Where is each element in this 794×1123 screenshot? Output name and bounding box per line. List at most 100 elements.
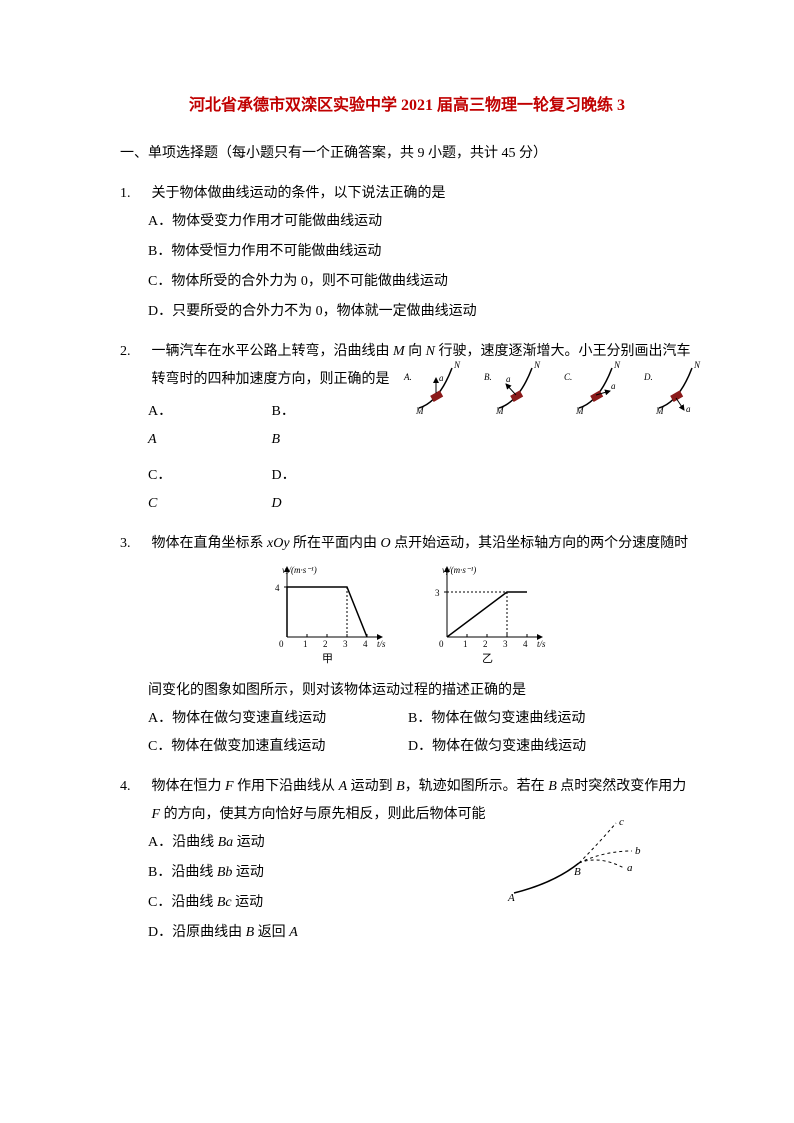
- q4-A: A: [339, 779, 348, 794]
- q2-figB-a: a: [506, 374, 511, 384]
- section-header: 一、单项选择题（每小题只有一个正确答案，共 9 小题，共计 45 分）: [120, 140, 694, 168]
- q3-t2: 所在平面内由: [290, 536, 381, 551]
- q2-figD-N: N: [693, 360, 701, 370]
- q2-figD-M: M: [655, 406, 664, 416]
- q3-opt-c: C．物体在做变加速直线运动: [148, 733, 408, 761]
- q2-b-v: B: [272, 426, 392, 454]
- q3-O: O: [381, 536, 391, 551]
- q3-xoy: xOy: [267, 536, 290, 551]
- q3-right-ylabel: vᵧ/(m·s⁻¹): [442, 565, 476, 575]
- q3-figure: vₓ/(m·s⁻¹) t/s 4 0 1 2 3 4: [120, 562, 694, 673]
- q4-fig-c: c: [619, 816, 624, 828]
- q3-right-x1: 1: [463, 639, 468, 649]
- q4-d2: 返回: [254, 925, 289, 940]
- q4-fig-a: a: [627, 862, 633, 874]
- q3-right-cap: 乙: [482, 652, 493, 665]
- q4-B2: B: [548, 779, 557, 794]
- q4-c1: C．沿曲线: [148, 895, 217, 910]
- q4-t1: 物体在恒力: [152, 779, 226, 794]
- q4-figure: A B a b c: [504, 813, 654, 914]
- q3-opt-d: D．物体在做匀变速曲线运动: [408, 733, 668, 761]
- q4-t6: 的方向，使其方向恰好与原先相反，则此后物体可能: [160, 807, 486, 822]
- q4-F: F: [225, 779, 234, 794]
- q4-Bc: Bc: [217, 895, 232, 910]
- q4-d1: D．沿原曲线由: [148, 925, 246, 940]
- q4-b2: 运动: [232, 865, 264, 880]
- q2-figA-lbl: A.: [403, 372, 412, 382]
- q3-t1: 物体在直角坐标系: [152, 536, 268, 551]
- q4-Ba: Ba: [218, 835, 234, 850]
- q3-text: 物体在直角坐标系 xOy 所在平面内由 O 点开始运动，其沿坐标轴方向的两个分速…: [152, 530, 692, 558]
- q3-num: 3.: [120, 530, 148, 558]
- q3-right-x0: 0: [439, 639, 444, 649]
- q2-t1: 一辆汽车在水平公路上转弯，沿曲线由: [152, 344, 394, 359]
- q4-t2: 作用下沿曲线从: [234, 779, 339, 794]
- q3-opt-a: A．物体在做匀变速直线运动: [148, 705, 408, 733]
- question-2: 2. 一辆汽车在水平公路上转弯，沿曲线由 M 向 N 行驶，速度逐渐增大。小王分…: [120, 338, 694, 518]
- q3-left-x2: 2: [323, 639, 328, 649]
- q3-left-xlabel: t/s: [377, 639, 386, 649]
- q3-right-ytick: 3: [435, 588, 440, 598]
- q2-opt-d: D．D: [272, 462, 392, 518]
- q4-a1: A．沿曲线: [148, 835, 218, 850]
- q4-fig-A: A: [507, 892, 515, 904]
- q2-b-lbl: B．: [272, 398, 392, 426]
- q4-c2: 运动: [232, 895, 264, 910]
- q4-Bb: Bb: [217, 865, 233, 880]
- q2-a-v: A: [148, 426, 268, 454]
- q1-opt-d: D．只要所受的合外力不为 0，物体就一定做曲线运动: [148, 298, 694, 326]
- q3-right-xlabel: t/s: [537, 639, 546, 649]
- q4-a2: 运动: [233, 835, 265, 850]
- q2-figB-N: N: [533, 360, 541, 370]
- q1-num: 1.: [120, 180, 148, 208]
- q2-opt-b: B．B: [272, 398, 392, 454]
- q2-figB-lbl: B.: [484, 372, 492, 382]
- q2-figC-N: N: [613, 360, 621, 370]
- q4-t5: 点时突然改变作用力: [557, 779, 687, 794]
- q3-left-ytick: 4: [275, 583, 280, 593]
- q4-t4: ，轨迹如图所示。若在: [405, 779, 549, 794]
- q2-c-v: C: [148, 490, 268, 518]
- q3-left-cap: 甲: [322, 653, 333, 665]
- q4-b1: B．沿曲线: [148, 865, 217, 880]
- q3-left-x1: 1: [303, 639, 308, 649]
- q4-fig-b: b: [635, 845, 641, 857]
- q4-F2: F: [152, 807, 161, 822]
- q1-opt-a: A．物体受变力作用才可能做曲线运动: [148, 208, 694, 236]
- q4-Bret: B: [246, 925, 255, 940]
- question-3: 3. 物体在直角坐标系 xOy 所在平面内由 O 点开始运动，其沿坐标轴方向的两…: [120, 530, 694, 761]
- q2-figure: A. M N a B. M N a: [404, 360, 714, 426]
- q2-figC-M: M: [575, 406, 584, 416]
- q2-d-lbl: D．: [272, 462, 392, 490]
- q2-figC-a: a: [611, 381, 616, 391]
- q4-fig-B: B: [574, 866, 581, 878]
- question-1: 1. 关于物体做曲线运动的条件，以下说法正确的是 A．物体受变力作用才可能做曲线…: [120, 180, 694, 326]
- q4-opt-d: D．沿原曲线由 B 返回 A: [148, 919, 694, 947]
- q3-right-x4: 4: [523, 639, 528, 649]
- q3-left-x0: 0: [279, 639, 284, 649]
- q2-d-v: D: [272, 490, 392, 518]
- q1-opt-c: C．物体所受的合外力为 0，则不可能做曲线运动: [148, 268, 694, 296]
- q2-figA-N: N: [453, 360, 461, 370]
- q2-opt-a: A．A: [148, 398, 268, 454]
- q2-M: M: [393, 344, 405, 359]
- q4-Aret: A: [289, 925, 298, 940]
- q2-num: 2.: [120, 338, 148, 366]
- q3-right-x3: 3: [503, 639, 508, 649]
- q2-opt-c: C．C: [148, 462, 268, 518]
- q3-right-x2: 2: [483, 639, 488, 649]
- q1-opt-b: B．物体受恒力作用不可能做曲线运动: [148, 238, 694, 266]
- q2-figB-M: M: [495, 406, 504, 416]
- q4-num: 4.: [120, 773, 148, 801]
- page-title: 河北省承德市双滦区实验中学 2021 届高三物理一轮复习晚练 3: [120, 90, 694, 122]
- q4-t3: 运动到: [347, 779, 396, 794]
- question-4: 4. 物体在恒力 F 作用下沿曲线从 A 运动到 B，轨迹如图所示。若在 B 点…: [120, 773, 694, 947]
- q3-t3: 点开始运动，其沿坐标轴方向的两个分速度随时: [391, 536, 689, 551]
- q2-c-lbl: C．: [148, 462, 268, 490]
- q2-a-lbl: A．: [148, 398, 268, 426]
- q3-opt-b: B．物体在做匀变速曲线运动: [408, 705, 668, 733]
- q3-left-ylabel: vₓ/(m·s⁻¹): [282, 565, 317, 575]
- q3-text4: 间变化的图象如图所示，则对该物体运动过程的描述正确的是: [120, 677, 694, 705]
- q1-text: 关于物体做曲线运动的条件，以下说法正确的是: [152, 180, 692, 208]
- q2-N: N: [426, 344, 435, 359]
